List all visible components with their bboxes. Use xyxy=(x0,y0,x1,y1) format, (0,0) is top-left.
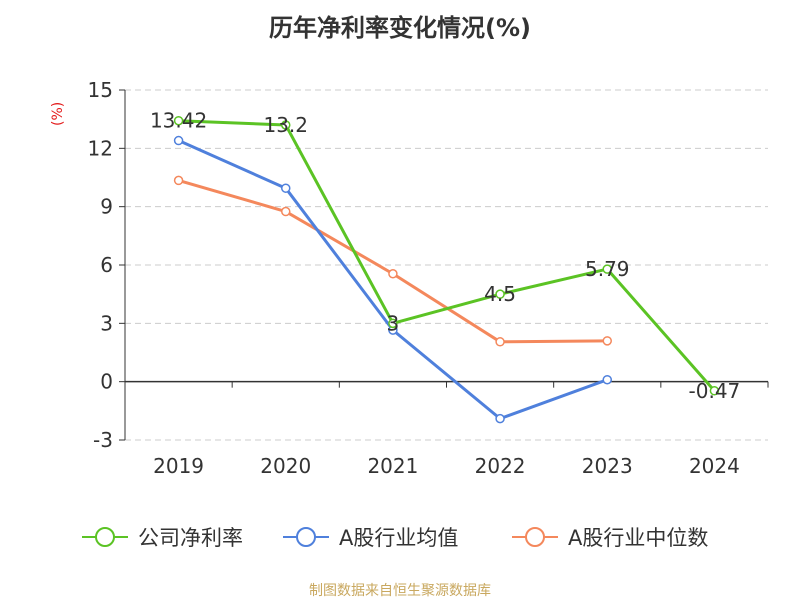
y-tick-label: -3 xyxy=(93,428,113,452)
data-point xyxy=(495,337,505,347)
series-line xyxy=(177,139,608,421)
data-label: 13.42 xyxy=(150,109,207,133)
legend-label: A股行业中位数 xyxy=(568,526,708,550)
data-point xyxy=(602,374,612,385)
data-source-note: 制图数据来自恒生聚源数据库 xyxy=(309,583,491,599)
data-labels: 13.42 13.2 3 4.5 5.79 -0.47 xyxy=(150,109,740,403)
y-tick-label: 0 xyxy=(100,370,113,394)
data-point xyxy=(495,289,505,299)
x-tick-label: 2021 xyxy=(367,454,418,478)
data-point xyxy=(281,206,291,217)
data-point xyxy=(388,269,398,279)
y-tick-label: 6 xyxy=(100,253,113,277)
legend-label: 公司净利率 xyxy=(138,526,243,550)
data-point xyxy=(281,120,291,130)
x-tick-label: 2023 xyxy=(582,454,633,478)
data-point xyxy=(388,318,398,329)
data-point xyxy=(495,413,505,424)
x-tick-label: 2019 xyxy=(153,454,204,478)
legend-circle-icon xyxy=(95,527,115,547)
x-tick-label: 2024 xyxy=(689,454,740,478)
data-label: -0.47 xyxy=(689,379,741,403)
axes: -3 0 3 6 9 12 15 2019 2020 2021 2022 2023 2024 xyxy=(88,78,769,478)
data-point xyxy=(602,336,612,346)
legend-item[interactable]: 公司净利率 xyxy=(82,526,243,550)
data-label: 13.2 xyxy=(263,113,308,137)
legend-item[interactable]: A股行业中位数 xyxy=(512,526,708,550)
data-point xyxy=(602,264,612,274)
y-tick-label: 9 xyxy=(100,195,113,219)
data-label: 3 xyxy=(387,311,400,335)
data-point xyxy=(173,175,184,186)
data-label: 4.5 xyxy=(484,282,516,306)
y-tick-label: 3 xyxy=(100,311,113,335)
chart-title: 历年净利率变化情况(%) xyxy=(269,14,531,42)
data-point xyxy=(173,115,184,126)
legend-label: A股行业均值 xyxy=(339,526,458,550)
data-point xyxy=(281,183,291,193)
legend-circle-icon xyxy=(525,527,545,547)
y-tick-label: 15 xyxy=(88,78,113,102)
grid-lines xyxy=(125,89,768,441)
legend-circle-icon xyxy=(296,527,316,547)
series-lines xyxy=(173,115,720,424)
x-tick-label: 2020 xyxy=(260,454,311,478)
series-line xyxy=(178,119,716,392)
legend[interactable]: 公司净利率 A股行业均值 A股行业中位数 xyxy=(82,526,708,550)
y-tick-label: 12 xyxy=(88,136,113,160)
x-tick-label: 2022 xyxy=(475,454,526,478)
data-point xyxy=(709,386,720,396)
legend-item[interactable]: A股行业均值 xyxy=(283,526,458,550)
data-label: 5.79 xyxy=(585,257,630,281)
data-point xyxy=(173,135,184,146)
